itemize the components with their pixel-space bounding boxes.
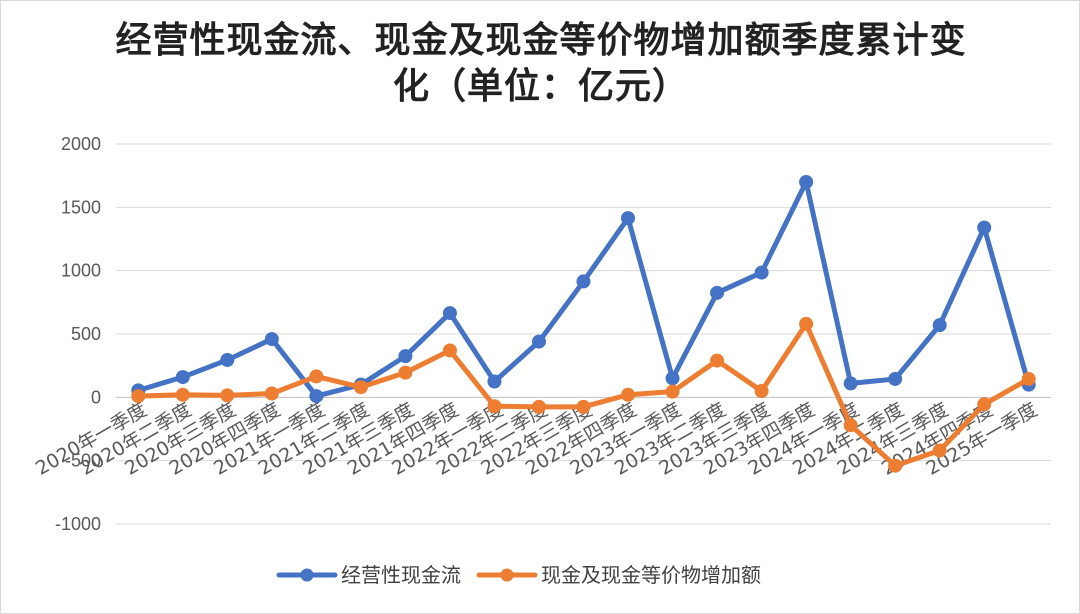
data-point [888, 458, 903, 473]
data-point [576, 399, 591, 414]
data-point [353, 380, 368, 395]
data-point [220, 352, 235, 367]
data-point [932, 318, 947, 333]
data-point [621, 211, 636, 226]
y-tick-label: 1000 [61, 261, 101, 281]
data-point [309, 389, 324, 404]
data-point [977, 220, 992, 235]
y-tick-label: 500 [71, 324, 101, 344]
data-point [843, 376, 858, 391]
data-point [531, 334, 546, 349]
y-tick-label: -1000 [55, 514, 101, 534]
data-point [442, 306, 457, 321]
data-point [754, 265, 769, 280]
data-point [621, 387, 636, 402]
data-point [264, 332, 279, 347]
legend-swatch-marker [300, 568, 314, 582]
data-point [710, 285, 725, 300]
data-point [665, 384, 680, 399]
data-point [398, 349, 413, 364]
data-point [799, 175, 814, 189]
data-point [487, 374, 502, 389]
legend-label: 现金及现金等价物增加额 [541, 563, 761, 587]
y-tick-label: 2000 [61, 134, 101, 154]
data-point [442, 343, 457, 358]
data-point [175, 370, 190, 385]
y-tick-label: 1500 [61, 197, 101, 217]
data-point [175, 387, 190, 402]
data-point [531, 399, 546, 414]
data-point [977, 397, 992, 412]
data-point [1021, 371, 1036, 386]
data-point [888, 371, 903, 386]
legend-label: 经营性现金流 [341, 563, 461, 587]
data-point [398, 365, 413, 380]
data-point [799, 316, 814, 331]
data-point [754, 384, 769, 398]
y-tick-label: 0 [91, 387, 101, 407]
chart-title: 经营性现金流、现金及现金等价物增加额季度累计变化（单位：亿元） [115, 19, 967, 107]
data-point [843, 418, 858, 433]
data-point [264, 386, 279, 401]
data-point [576, 274, 591, 289]
data-point [220, 388, 235, 403]
data-point [487, 399, 502, 414]
data-point [309, 369, 324, 384]
data-point [131, 389, 146, 404]
y-tick-label: -500 [65, 451, 101, 471]
data-point [665, 371, 680, 386]
data-point [710, 353, 725, 368]
legend-swatch-marker [500, 568, 514, 582]
data-point [932, 443, 947, 458]
series-line [135, 179, 1032, 399]
